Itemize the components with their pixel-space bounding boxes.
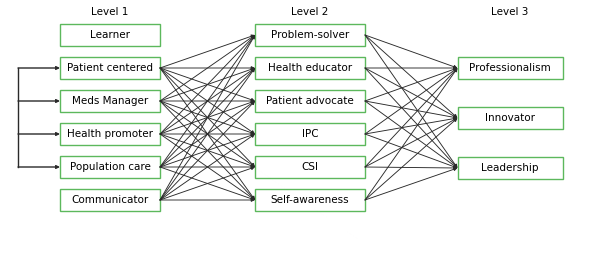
FancyBboxPatch shape: [255, 57, 365, 79]
Text: Health promoter: Health promoter: [67, 129, 153, 139]
Text: Professionalism: Professionalism: [469, 63, 551, 73]
Text: Level 3: Level 3: [491, 7, 529, 17]
FancyBboxPatch shape: [60, 90, 160, 112]
FancyBboxPatch shape: [255, 189, 365, 211]
FancyBboxPatch shape: [60, 123, 160, 145]
Text: IPC: IPC: [302, 129, 318, 139]
FancyBboxPatch shape: [60, 156, 160, 178]
Text: Patient advocate: Patient advocate: [266, 96, 354, 106]
Text: Leadership: Leadership: [481, 163, 538, 173]
FancyBboxPatch shape: [457, 107, 563, 129]
FancyBboxPatch shape: [457, 157, 563, 179]
FancyBboxPatch shape: [255, 24, 365, 46]
Text: CSI: CSI: [301, 162, 318, 172]
Text: Innovator: Innovator: [485, 113, 535, 123]
FancyBboxPatch shape: [60, 57, 160, 79]
FancyBboxPatch shape: [255, 123, 365, 145]
FancyBboxPatch shape: [60, 24, 160, 46]
Text: Patient centered: Patient centered: [67, 63, 153, 73]
Text: Self-awareness: Self-awareness: [270, 195, 349, 205]
Text: Level 1: Level 1: [91, 7, 129, 17]
FancyBboxPatch shape: [255, 90, 365, 112]
Text: Problem-solver: Problem-solver: [271, 30, 349, 40]
Text: Learner: Learner: [90, 30, 130, 40]
Text: Meds Manager: Meds Manager: [72, 96, 148, 106]
FancyBboxPatch shape: [60, 189, 160, 211]
FancyBboxPatch shape: [255, 156, 365, 178]
Text: Population care: Population care: [70, 162, 151, 172]
Text: Health educator: Health educator: [268, 63, 352, 73]
Text: Level 2: Level 2: [292, 7, 329, 17]
FancyBboxPatch shape: [457, 57, 563, 79]
Text: Communicator: Communicator: [71, 195, 149, 205]
